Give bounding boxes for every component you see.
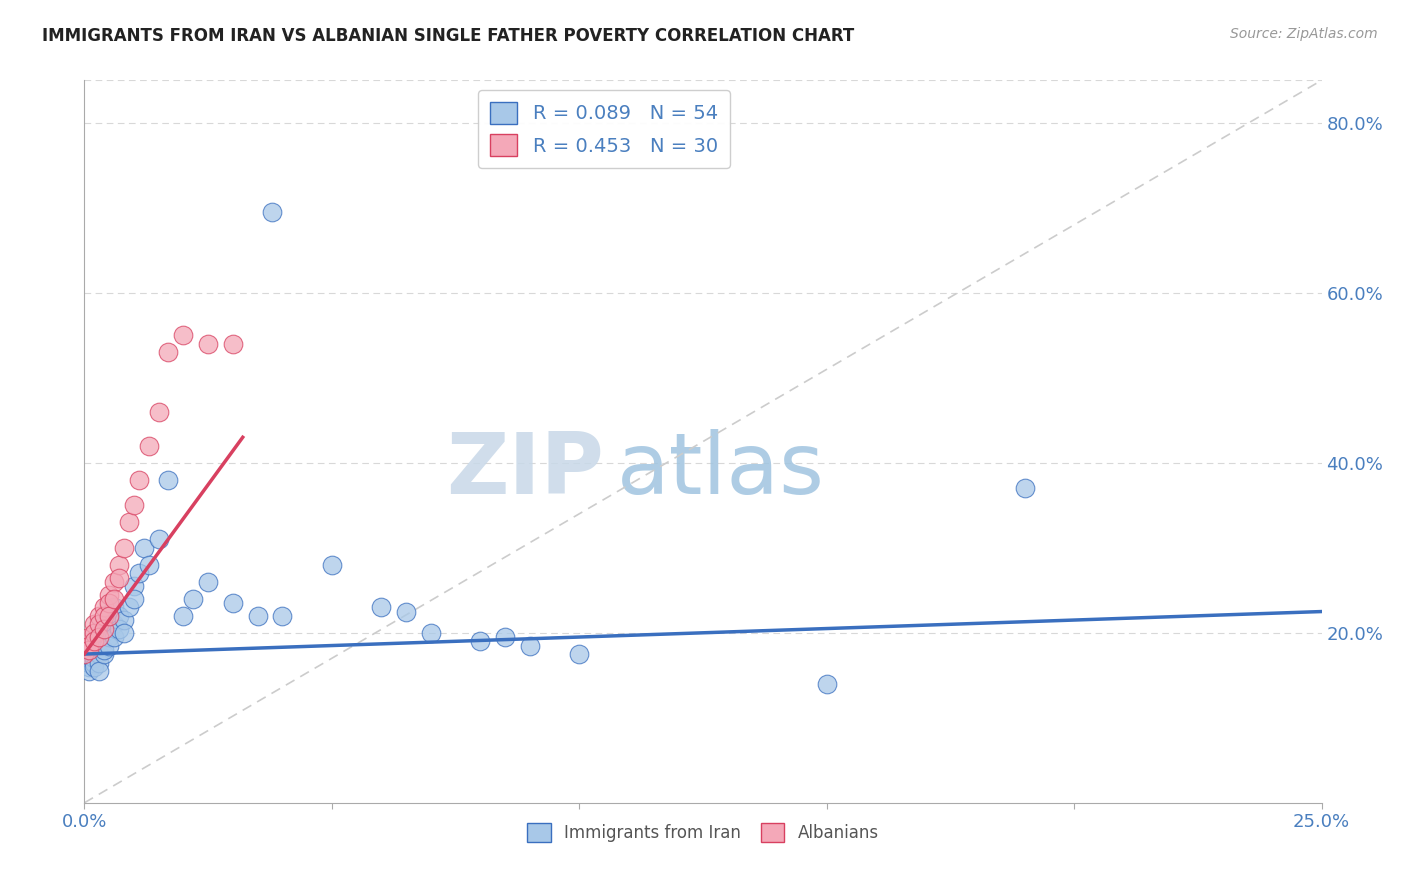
Point [108, 558, 131, 572]
Point [271, 608, 294, 623]
Point [98, 630, 121, 644]
Point [89, 625, 111, 640]
Point [93, 642, 115, 657]
Point [93, 622, 115, 636]
Point [815, 677, 838, 691]
Point [98, 608, 121, 623]
Point [181, 591, 204, 606]
Point [148, 533, 170, 547]
Point [79, 630, 101, 644]
Point [470, 634, 492, 648]
Point [79, 639, 101, 653]
Point [197, 336, 219, 351]
Point [128, 473, 150, 487]
Point [108, 570, 131, 584]
Point [89, 656, 111, 670]
Point [89, 630, 111, 644]
Point [118, 516, 141, 530]
Point [83, 647, 105, 661]
Point [122, 591, 145, 606]
Point [172, 328, 194, 343]
Point [83, 634, 105, 648]
Point [246, 608, 269, 623]
Point [138, 439, 160, 453]
Point [83, 617, 105, 632]
Text: Source: ZipAtlas.com: Source: ZipAtlas.com [1230, 27, 1378, 41]
Point [419, 625, 441, 640]
Point [568, 647, 591, 661]
Point [197, 574, 219, 589]
Point [103, 617, 125, 632]
Point [148, 405, 170, 419]
Legend: Immigrants from Iran, Albanians: Immigrants from Iran, Albanians [520, 816, 886, 848]
Point [519, 639, 541, 653]
Point [89, 634, 111, 648]
Point [93, 625, 115, 640]
Point [112, 613, 135, 627]
Point [98, 639, 121, 653]
Point [83, 639, 105, 653]
Point [112, 541, 135, 555]
Point [222, 596, 245, 610]
Point [103, 600, 125, 615]
Point [103, 591, 125, 606]
Point [79, 651, 101, 665]
Point [89, 608, 111, 623]
Point [108, 622, 131, 636]
Point [395, 605, 418, 619]
Point [93, 617, 115, 632]
Point [98, 608, 121, 623]
Point [132, 541, 155, 555]
Point [370, 600, 392, 615]
Point [103, 574, 125, 589]
Point [98, 596, 121, 610]
Point [112, 625, 135, 640]
Point [83, 656, 105, 670]
Point [89, 664, 111, 678]
Point [103, 630, 125, 644]
Point [93, 608, 115, 623]
Point [321, 558, 343, 572]
Point [79, 642, 101, 657]
Point [83, 642, 105, 657]
Point [93, 600, 115, 615]
Point [79, 656, 101, 670]
Point [89, 617, 111, 632]
Point [122, 498, 145, 512]
Point [83, 660, 105, 674]
Point [73, 647, 96, 661]
Point [79, 664, 101, 678]
Point [83, 625, 105, 640]
Text: ZIP: ZIP [446, 429, 605, 512]
Point [98, 588, 121, 602]
Point [262, 205, 284, 219]
Point [79, 660, 101, 674]
Point [108, 608, 131, 623]
Point [157, 345, 180, 359]
Point [93, 647, 115, 661]
Point [222, 336, 245, 351]
Point [172, 608, 194, 623]
Point [83, 651, 105, 665]
Text: atlas: atlas [616, 429, 824, 512]
Point [122, 579, 145, 593]
Point [138, 558, 160, 572]
Point [157, 473, 180, 487]
Point [1014, 481, 1036, 495]
Point [89, 647, 111, 661]
Point [73, 647, 96, 661]
Point [118, 600, 141, 615]
Point [494, 630, 516, 644]
Text: IMMIGRANTS FROM IRAN VS ALBANIAN SINGLE FATHER POVERTY CORRELATION CHART: IMMIGRANTS FROM IRAN VS ALBANIAN SINGLE … [42, 27, 855, 45]
Point [128, 566, 150, 581]
